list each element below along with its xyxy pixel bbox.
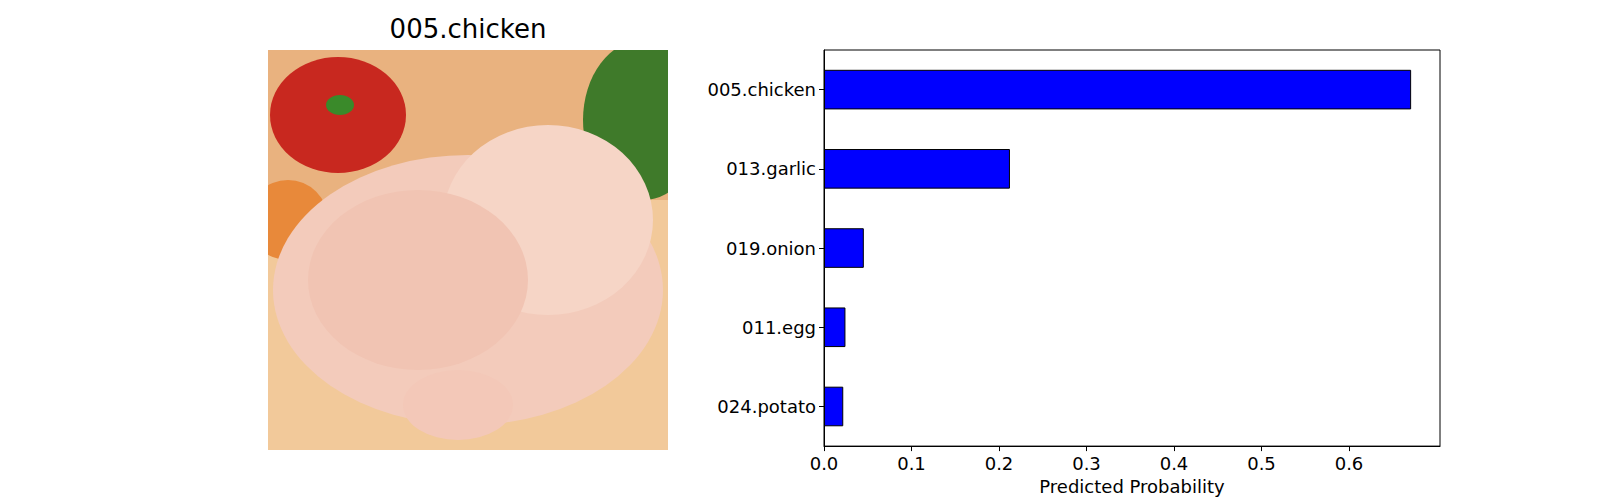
svg-text:005.chicken: 005.chicken [707, 79, 816, 100]
svg-text:024.potato: 024.potato [717, 396, 816, 417]
svg-text:011.egg: 011.egg [742, 317, 816, 338]
svg-text:0.2: 0.2 [985, 453, 1014, 474]
svg-text:013.garlic: 013.garlic [726, 158, 816, 179]
svg-text:0.4: 0.4 [1160, 453, 1189, 474]
svg-text:0.0: 0.0 [810, 453, 839, 474]
html-text:005.chicken: 005.chicken [389, 14, 547, 44]
svg-text:0.1: 0.1 [897, 453, 926, 474]
svg-text:0.3: 0.3 [1072, 453, 1101, 474]
svg-text:Predicted Probability: Predicted Probability [1039, 476, 1225, 497]
svg-text:0.5: 0.5 [1247, 453, 1276, 474]
svg-text:0.6: 0.6 [1335, 453, 1364, 474]
svg-text:019.onion: 019.onion [726, 238, 816, 259]
